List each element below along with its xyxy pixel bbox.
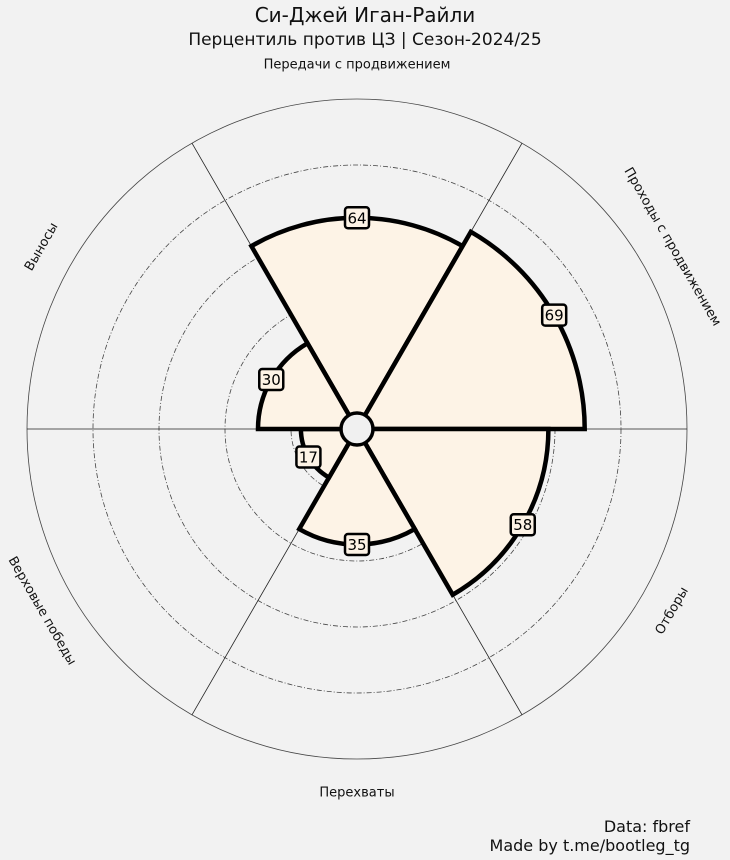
value-label-box	[343, 206, 371, 230]
center-hub	[339, 411, 375, 447]
value-label-box	[343, 532, 371, 557]
chart-title: Си-Джей Иган-Райли	[254, 3, 476, 27]
value-label-box	[295, 445, 322, 469]
data-source: Data: fbref	[603, 817, 690, 836]
value-label: 58	[513, 516, 532, 534]
category-label: Проходы с продвижением	[621, 165, 724, 329]
made-by-credit: Made by t.me/bootleg_tg	[489, 836, 690, 855]
category-label: Верховые победы	[5, 554, 79, 668]
value-label: 17	[299, 449, 318, 467]
category-label: Передачи с продвижением	[264, 58, 451, 73]
value-label: 35	[347, 536, 366, 554]
category-label: Отборы	[653, 585, 692, 638]
category-label: Выносы	[22, 220, 62, 273]
value-label: 30	[262, 371, 281, 389]
value-label-box	[509, 512, 537, 537]
value-label-box	[258, 367, 285, 392]
value-label-box	[540, 303, 568, 327]
value-label: 64	[347, 209, 366, 227]
chart-subtitle: Перцентиль против ЦЗ | Сезон-2024/25	[188, 30, 542, 50]
value-label: 69	[545, 307, 564, 325]
category-label: Перехваты	[319, 786, 394, 801]
